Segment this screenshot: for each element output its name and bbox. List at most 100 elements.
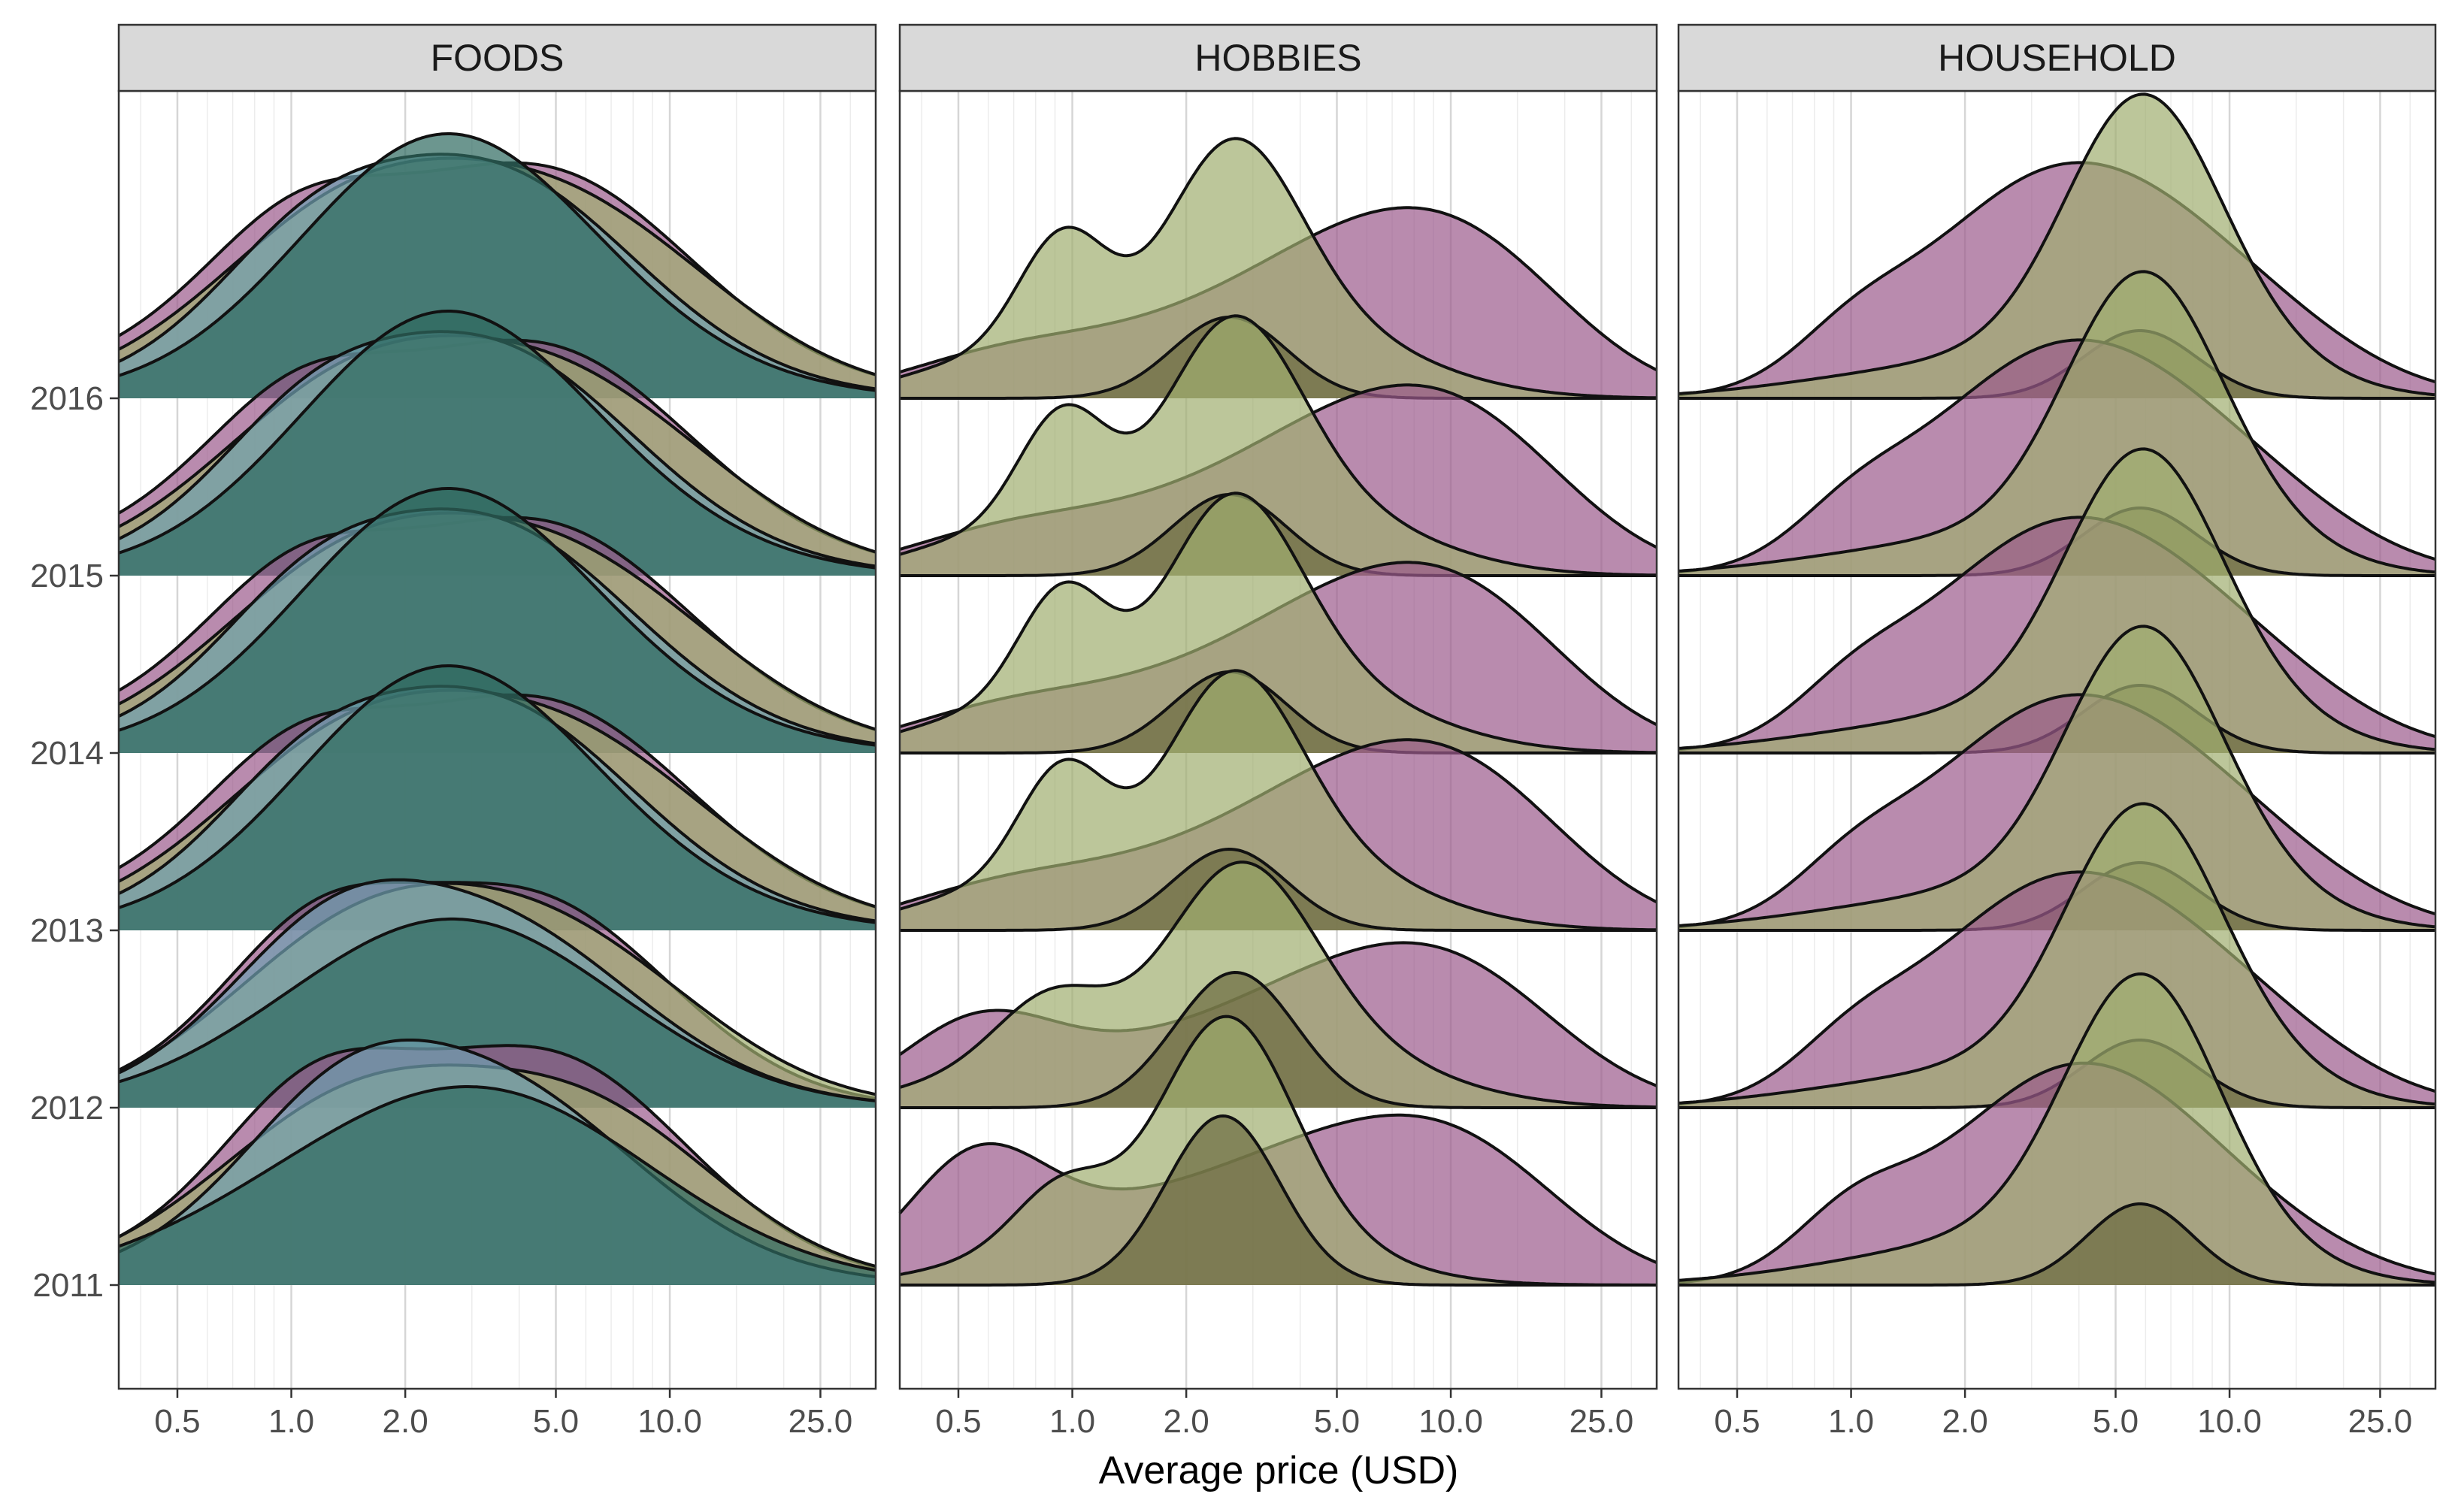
y-tick-label: 2011 xyxy=(32,1267,104,1304)
ridge-outline-series-3 xyxy=(900,1114,1657,1287)
ridge-outline-series-3 xyxy=(900,971,1657,1109)
x-tick-label: 1.0 xyxy=(1828,1403,1874,1440)
ridge-fill-series-3 xyxy=(900,1116,1657,1285)
ridge-fill-series-3 xyxy=(900,972,1657,1108)
ridge-fill-series-2 xyxy=(900,138,1657,399)
ridge-outline-series-1 xyxy=(1678,693,2436,929)
facet-strip xyxy=(117,23,877,92)
ridge-fill-series-2 xyxy=(1679,626,2435,930)
x-tick-label: 2.0 xyxy=(1164,1403,1209,1440)
ridge-outline-series-2 xyxy=(1678,972,2436,1284)
ridge-year-2011 xyxy=(118,1039,876,1285)
x-tick-label: 0.5 xyxy=(154,1403,200,1440)
facet-strip xyxy=(898,23,1658,92)
ridge-fill-series-4 xyxy=(119,488,876,753)
ridges xyxy=(1678,92,2436,1287)
y-tick-label: 2013 xyxy=(30,912,104,949)
ridge-outline-series-2 xyxy=(1678,447,2436,751)
ridge-outline-series-3 xyxy=(118,878,876,1102)
ridge-year-2012 xyxy=(118,878,876,1108)
ridge-outline-series-4 xyxy=(118,1085,876,1272)
x-tick-label: 5.0 xyxy=(2093,1403,2139,1440)
ridge-outline-series-4 xyxy=(118,487,876,747)
y-tick-label: 2014 xyxy=(30,735,104,772)
ridge-outline-series-4 xyxy=(118,664,876,924)
facet-strip-label: HOBBIES xyxy=(1194,37,1361,79)
y-tick-label: 2015 xyxy=(30,558,104,594)
x-tick-label: 25.0 xyxy=(789,1403,853,1440)
ridges xyxy=(898,137,1657,1287)
ridge-outline-series-4 xyxy=(118,310,876,570)
ridge-year-2015 xyxy=(117,310,876,576)
ridge-year-2011 xyxy=(1678,972,2436,1287)
facet-panels: FOODS 0.5 1.0 2.0 5.0 10.0 25.0 HOBBIES 0.5 1.0 2.… xyxy=(117,23,2437,1440)
x-tick-label: 5.0 xyxy=(1314,1403,1360,1440)
y-tick-label: 2012 xyxy=(30,1090,104,1126)
ridge-fill-series-2 xyxy=(900,316,1657,576)
x-tick-label: 5.0 xyxy=(533,1403,579,1440)
ridge-year-2013 xyxy=(117,664,876,930)
ridge-outline-series-1 xyxy=(1678,338,2436,574)
x-tick-label: 25.0 xyxy=(2348,1403,2413,1440)
ridge-outline-series-2 xyxy=(899,669,1657,932)
x-tick-label: 1.0 xyxy=(1049,1403,1095,1440)
ridge-outline-series-3 xyxy=(900,493,1657,577)
facet-strip xyxy=(1677,23,2437,92)
ridge-outline-series-2 xyxy=(1678,270,2436,574)
x-tick-label: 10.0 xyxy=(2197,1403,2262,1440)
ridge-outline-series-4 xyxy=(118,917,876,1102)
ridge-fill-series-2 xyxy=(1679,449,2435,753)
x-axis-household: 0.5 1.0 2.0 5.0 10.0 25.0 xyxy=(1714,1389,2412,1440)
ridge-outline-series-2 xyxy=(1678,92,2436,397)
ridge-fill-series-2 xyxy=(900,862,1657,1108)
ridge-fill-series-2 xyxy=(900,493,1657,753)
facet-panel-household: HOUSEHOLD 0.5 1.0 2.0 5.0 10.0 25.0 xyxy=(1677,23,2437,1440)
ridge-fill-series-2 xyxy=(1679,974,2435,1285)
x-tick-label: 10.0 xyxy=(1418,1403,1483,1440)
x-axis-foods: 0.5 1.0 2.0 5.0 10.0 25.0 xyxy=(154,1389,852,1440)
ridge-outline-series-3 xyxy=(1679,1202,2435,1287)
x-tick-label: 0.5 xyxy=(935,1403,981,1440)
ridge-year-2016 xyxy=(117,132,876,399)
facet-strip-label: FOODS xyxy=(431,37,565,79)
ridge-year-2016 xyxy=(1678,92,2436,400)
ridge-year-2011 xyxy=(898,1015,1657,1287)
ridge-outline-series-2 xyxy=(899,1015,1657,1287)
ridge-year-2014 xyxy=(899,491,1657,754)
ridge-fill-series-2 xyxy=(1679,271,2435,576)
ridge-fill-series-4 xyxy=(119,1087,876,1285)
ridge-outline-series-4 xyxy=(118,132,876,392)
ridge-outline-series-3 xyxy=(900,670,1657,754)
ridge-outline-series-2 xyxy=(899,860,1657,1109)
ridge-outline-series-1 xyxy=(1678,516,2436,751)
facet-panel-foods: FOODS 0.5 1.0 2.0 5.0 10.0 25.0 xyxy=(117,23,877,1440)
facet-strip-label: HOUSEHOLD xyxy=(1938,37,2176,79)
ridge-outline-series-3 xyxy=(900,848,1657,932)
x-tick-label: 1.0 xyxy=(268,1403,314,1440)
ridge-year-2012 xyxy=(898,860,1657,1109)
ridge-year-2014 xyxy=(117,487,876,753)
ridges xyxy=(117,132,876,1285)
ridge-outline-series-1 xyxy=(1678,1061,2436,1284)
facet-panel-hobbies: HOBBIES 0.5 1.0 2.0 5.0 10.0 25.0 xyxy=(898,23,1658,1440)
ridge-outline-series-2 xyxy=(899,314,1657,577)
ridge-fill-series-4 xyxy=(119,918,876,1108)
x-tick-label: 10.0 xyxy=(637,1403,702,1440)
y-axis: 2016 2015 2014 2013 2012 2011 xyxy=(30,380,119,1304)
ridge-fill-series-2 xyxy=(900,1016,1657,1285)
ridge-fill-series-2 xyxy=(1679,803,2435,1108)
ridge-fill-series-4 xyxy=(119,311,876,576)
ridge-fill-series-2 xyxy=(1679,94,2435,399)
ridge-outline-series-3 xyxy=(900,316,1657,400)
x-axis-hobbies: 0.5 1.0 2.0 5.0 10.0 25.0 xyxy=(935,1389,1633,1440)
ridge-fill-series-4 xyxy=(119,134,876,398)
ridge-outline-series-1 xyxy=(1678,161,2436,397)
ridge-outline-series-2 xyxy=(899,137,1657,400)
x-tick-label: 2.0 xyxy=(1942,1403,1988,1440)
x-tick-label: 2.0 xyxy=(383,1403,428,1440)
ridge-outline-series-2 xyxy=(899,491,1657,754)
x-axis-title: Average price (USD) xyxy=(1099,1449,1459,1492)
ridge-fill-series-2 xyxy=(900,670,1657,930)
ridge-year-2012 xyxy=(1678,802,2436,1109)
